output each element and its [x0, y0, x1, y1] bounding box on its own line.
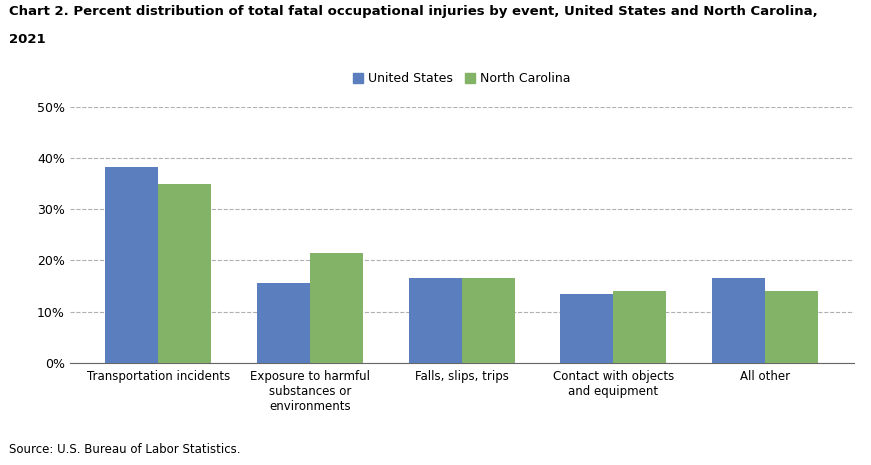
Bar	[257, 283, 310, 363]
Legend: United States, North Carolina: United States, North Carolina	[348, 67, 576, 90]
Bar	[765, 291, 818, 363]
Bar	[462, 278, 515, 363]
Text: Source: U.S. Bureau of Labor Statistics.: Source: U.S. Bureau of Labor Statistics.	[9, 443, 240, 456]
Bar	[310, 253, 363, 363]
Bar	[712, 278, 765, 363]
Bar	[408, 278, 462, 363]
Text: Chart 2. Percent distribution of total fatal occupational injuries by event, Uni: Chart 2. Percent distribution of total f…	[9, 5, 818, 18]
Text: 2021: 2021	[9, 33, 45, 46]
Bar	[560, 294, 613, 363]
Bar	[613, 291, 666, 363]
Bar	[105, 167, 159, 363]
Bar	[159, 184, 212, 363]
